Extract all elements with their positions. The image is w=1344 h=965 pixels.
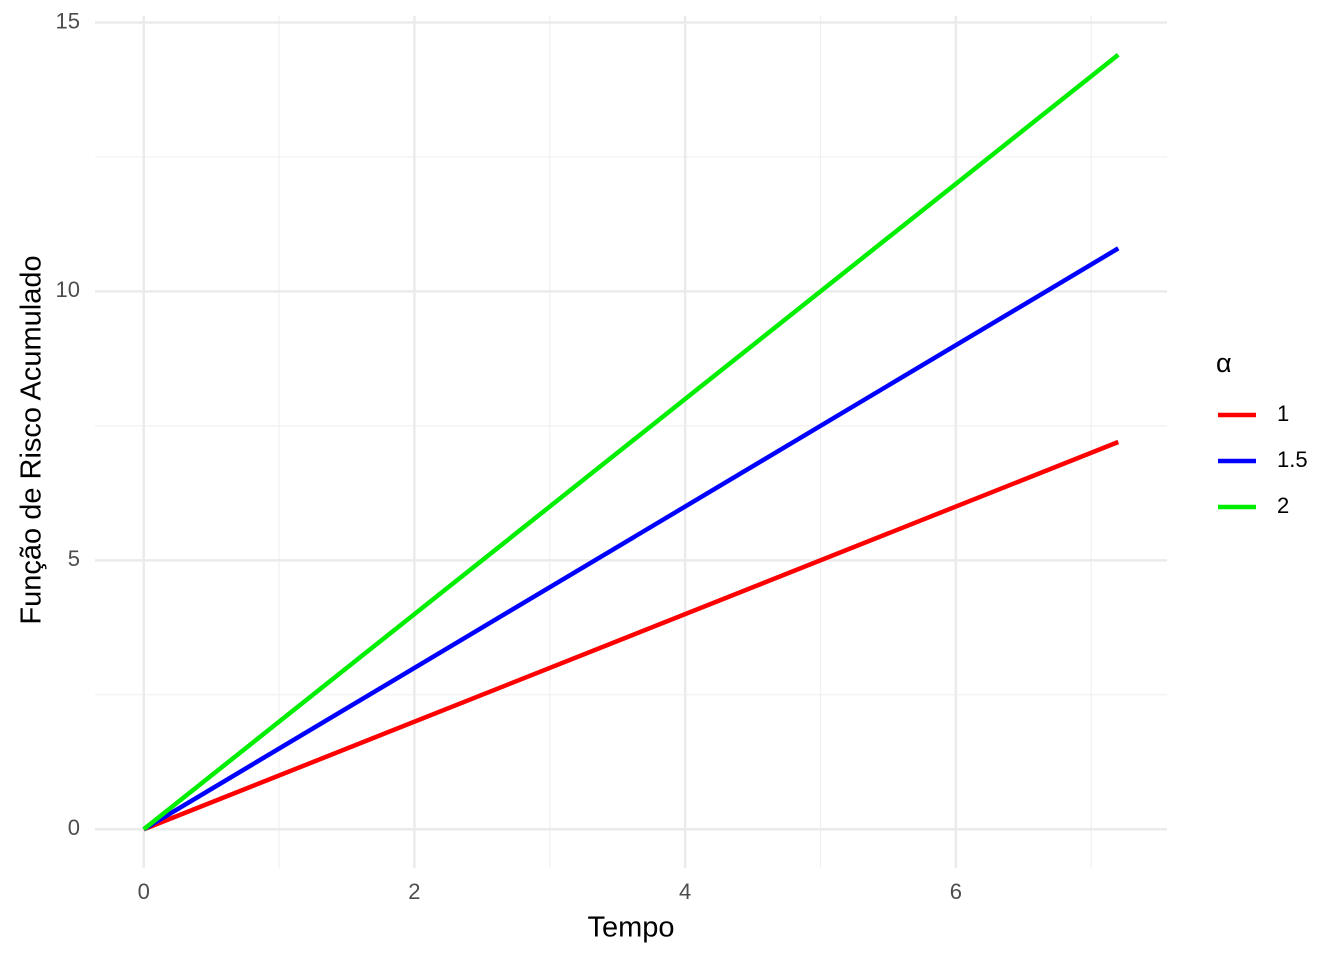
y-tick-label: 0: [68, 815, 80, 840]
legend-label: 1.5: [1277, 447, 1308, 472]
x-tick-label: 0: [138, 879, 150, 904]
legend-label: 1: [1277, 401, 1289, 426]
data-line: [142, 246, 1120, 832]
data-line: [142, 439, 1120, 832]
y-tick-label: 15: [56, 8, 80, 33]
x-tick-label: 2: [408, 879, 420, 904]
y-tick-label: 10: [56, 277, 80, 302]
y-axis-title: Função de Risco Acumulado: [16, 255, 48, 624]
y-tick-label: 5: [68, 546, 80, 571]
legend-title: α: [1216, 348, 1232, 378]
x-tick-label: 6: [950, 879, 962, 904]
x-tick-label: 4: [679, 879, 691, 904]
legend-label: 2: [1277, 493, 1289, 518]
data-line: [142, 52, 1120, 832]
x-axis-title: Tempo: [587, 912, 674, 944]
